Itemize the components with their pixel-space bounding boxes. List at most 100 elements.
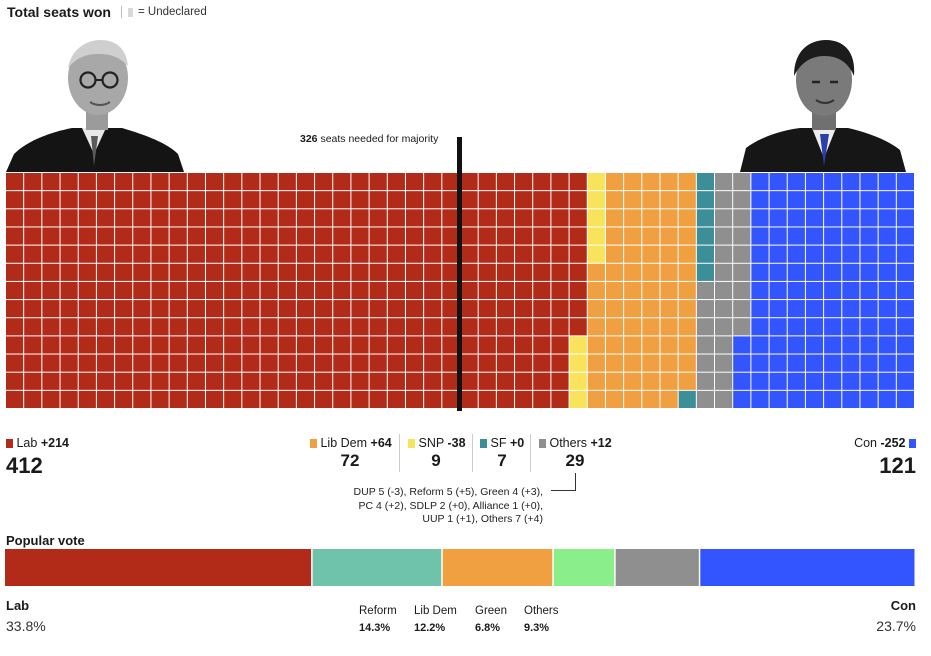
seat-lab — [115, 209, 133, 227]
seat-con — [860, 336, 878, 354]
seat-lab — [460, 173, 478, 191]
seat-lab — [496, 300, 515, 318]
seat-lab — [333, 300, 351, 318]
seat-lab — [6, 372, 24, 390]
majority-label: 326 seats needed for majority — [300, 133, 438, 145]
seat-con — [896, 372, 914, 390]
seat-con — [896, 227, 914, 245]
seat-lib-dem — [605, 263, 624, 281]
seat-lab — [533, 263, 551, 281]
seat-lab — [296, 336, 315, 354]
popvote-reform-pct: 14.3% — [359, 622, 391, 634]
seat-con — [860, 263, 878, 281]
seat-lib-dem — [642, 263, 660, 281]
lab-change: +214 — [40, 436, 69, 450]
seat-snp — [569, 354, 587, 372]
seat-lab — [242, 390, 260, 408]
seat-lib-dem — [678, 318, 696, 336]
seat-con — [860, 354, 878, 372]
seat-lab — [96, 227, 115, 245]
seat-lab — [405, 318, 424, 336]
seat-lib-dem — [660, 245, 678, 263]
majority-number: 326 — [300, 133, 318, 145]
seat-lab — [24, 227, 42, 245]
snp-change: -38 — [447, 436, 466, 450]
seat-lib-dem — [605, 245, 624, 263]
seat-lab — [6, 209, 24, 227]
seat-lab — [78, 173, 96, 191]
seat-lab — [278, 173, 296, 191]
seat-lab — [551, 173, 569, 191]
seat-lab — [278, 300, 296, 318]
seat-lab — [315, 281, 333, 300]
seat-lab — [424, 372, 442, 390]
undeclared-legend-label: = Undeclared — [137, 6, 207, 18]
seat-lab — [169, 173, 187, 191]
seat-lab — [224, 336, 242, 354]
seat-lib-dem — [660, 390, 678, 408]
seat-lab — [151, 336, 169, 354]
seat-lab — [569, 245, 587, 263]
seat-lib-dem — [624, 263, 642, 281]
seat-lab — [42, 300, 60, 318]
seat-lab — [6, 390, 24, 408]
seat-lab — [369, 300, 387, 318]
seat-lab — [224, 209, 242, 227]
seat-lab — [478, 354, 496, 372]
seat-lab — [351, 354, 369, 372]
seat-lab — [24, 263, 42, 281]
popvote-con-pct: 23.7% — [876, 618, 916, 634]
seat-lab — [224, 227, 242, 245]
chart-header: Total seats won = Undeclared — [7, 4, 207, 20]
seat-con — [842, 173, 860, 191]
seat-con — [787, 390, 805, 408]
seat-lab — [351, 245, 369, 263]
seat-lab — [96, 390, 115, 408]
seat-lab — [151, 191, 169, 209]
seat-lib-dem — [642, 173, 660, 191]
seat-lab — [551, 227, 569, 245]
seat-lab — [551, 245, 569, 263]
seat-lab — [405, 173, 424, 191]
seat-sf — [678, 390, 696, 408]
seat-lib-dem — [678, 336, 696, 354]
seat-lab — [515, 209, 533, 227]
seat-others — [715, 300, 733, 318]
popular-vote-title: Popular vote — [6, 533, 85, 548]
snp-swatch — [408, 439, 415, 448]
seat-lib-dem — [624, 390, 642, 408]
seat-lib-dem — [587, 281, 605, 300]
seat-lab — [224, 281, 242, 300]
seat-snp — [569, 372, 587, 390]
seat-lab — [315, 191, 333, 209]
seat-lab — [315, 354, 333, 372]
others-breakdown-line: PC 4 (+2), SDLP 2 (+0), Alliance 1 (+0), — [358, 499, 543, 512]
seat-con — [878, 173, 896, 191]
seat-con — [842, 390, 860, 408]
seat-con — [824, 209, 842, 227]
seat-lab — [551, 209, 569, 227]
seat-lab — [442, 354, 460, 372]
con-legend: Con -252 — [854, 436, 916, 450]
seat-lab — [115, 336, 133, 354]
seat-con — [896, 281, 914, 300]
seat-lab — [551, 372, 569, 390]
seat-others — [715, 390, 733, 408]
seat-lab — [460, 245, 478, 263]
seat-lab — [515, 300, 533, 318]
seat-lab — [351, 209, 369, 227]
seat-lab — [6, 354, 24, 372]
seat-con — [842, 354, 860, 372]
seat-lab — [351, 263, 369, 281]
seat-lab — [205, 173, 224, 191]
seat-lab — [133, 354, 151, 372]
seat-lab — [533, 336, 551, 354]
seat-con — [878, 209, 896, 227]
seat-lab — [424, 390, 442, 408]
seat-lab — [42, 281, 60, 300]
seat-lab — [260, 173, 278, 191]
seat-lib-dem — [660, 263, 678, 281]
lab-swatch — [6, 439, 13, 448]
seat-snp — [569, 390, 587, 408]
seat-lab — [460, 336, 478, 354]
